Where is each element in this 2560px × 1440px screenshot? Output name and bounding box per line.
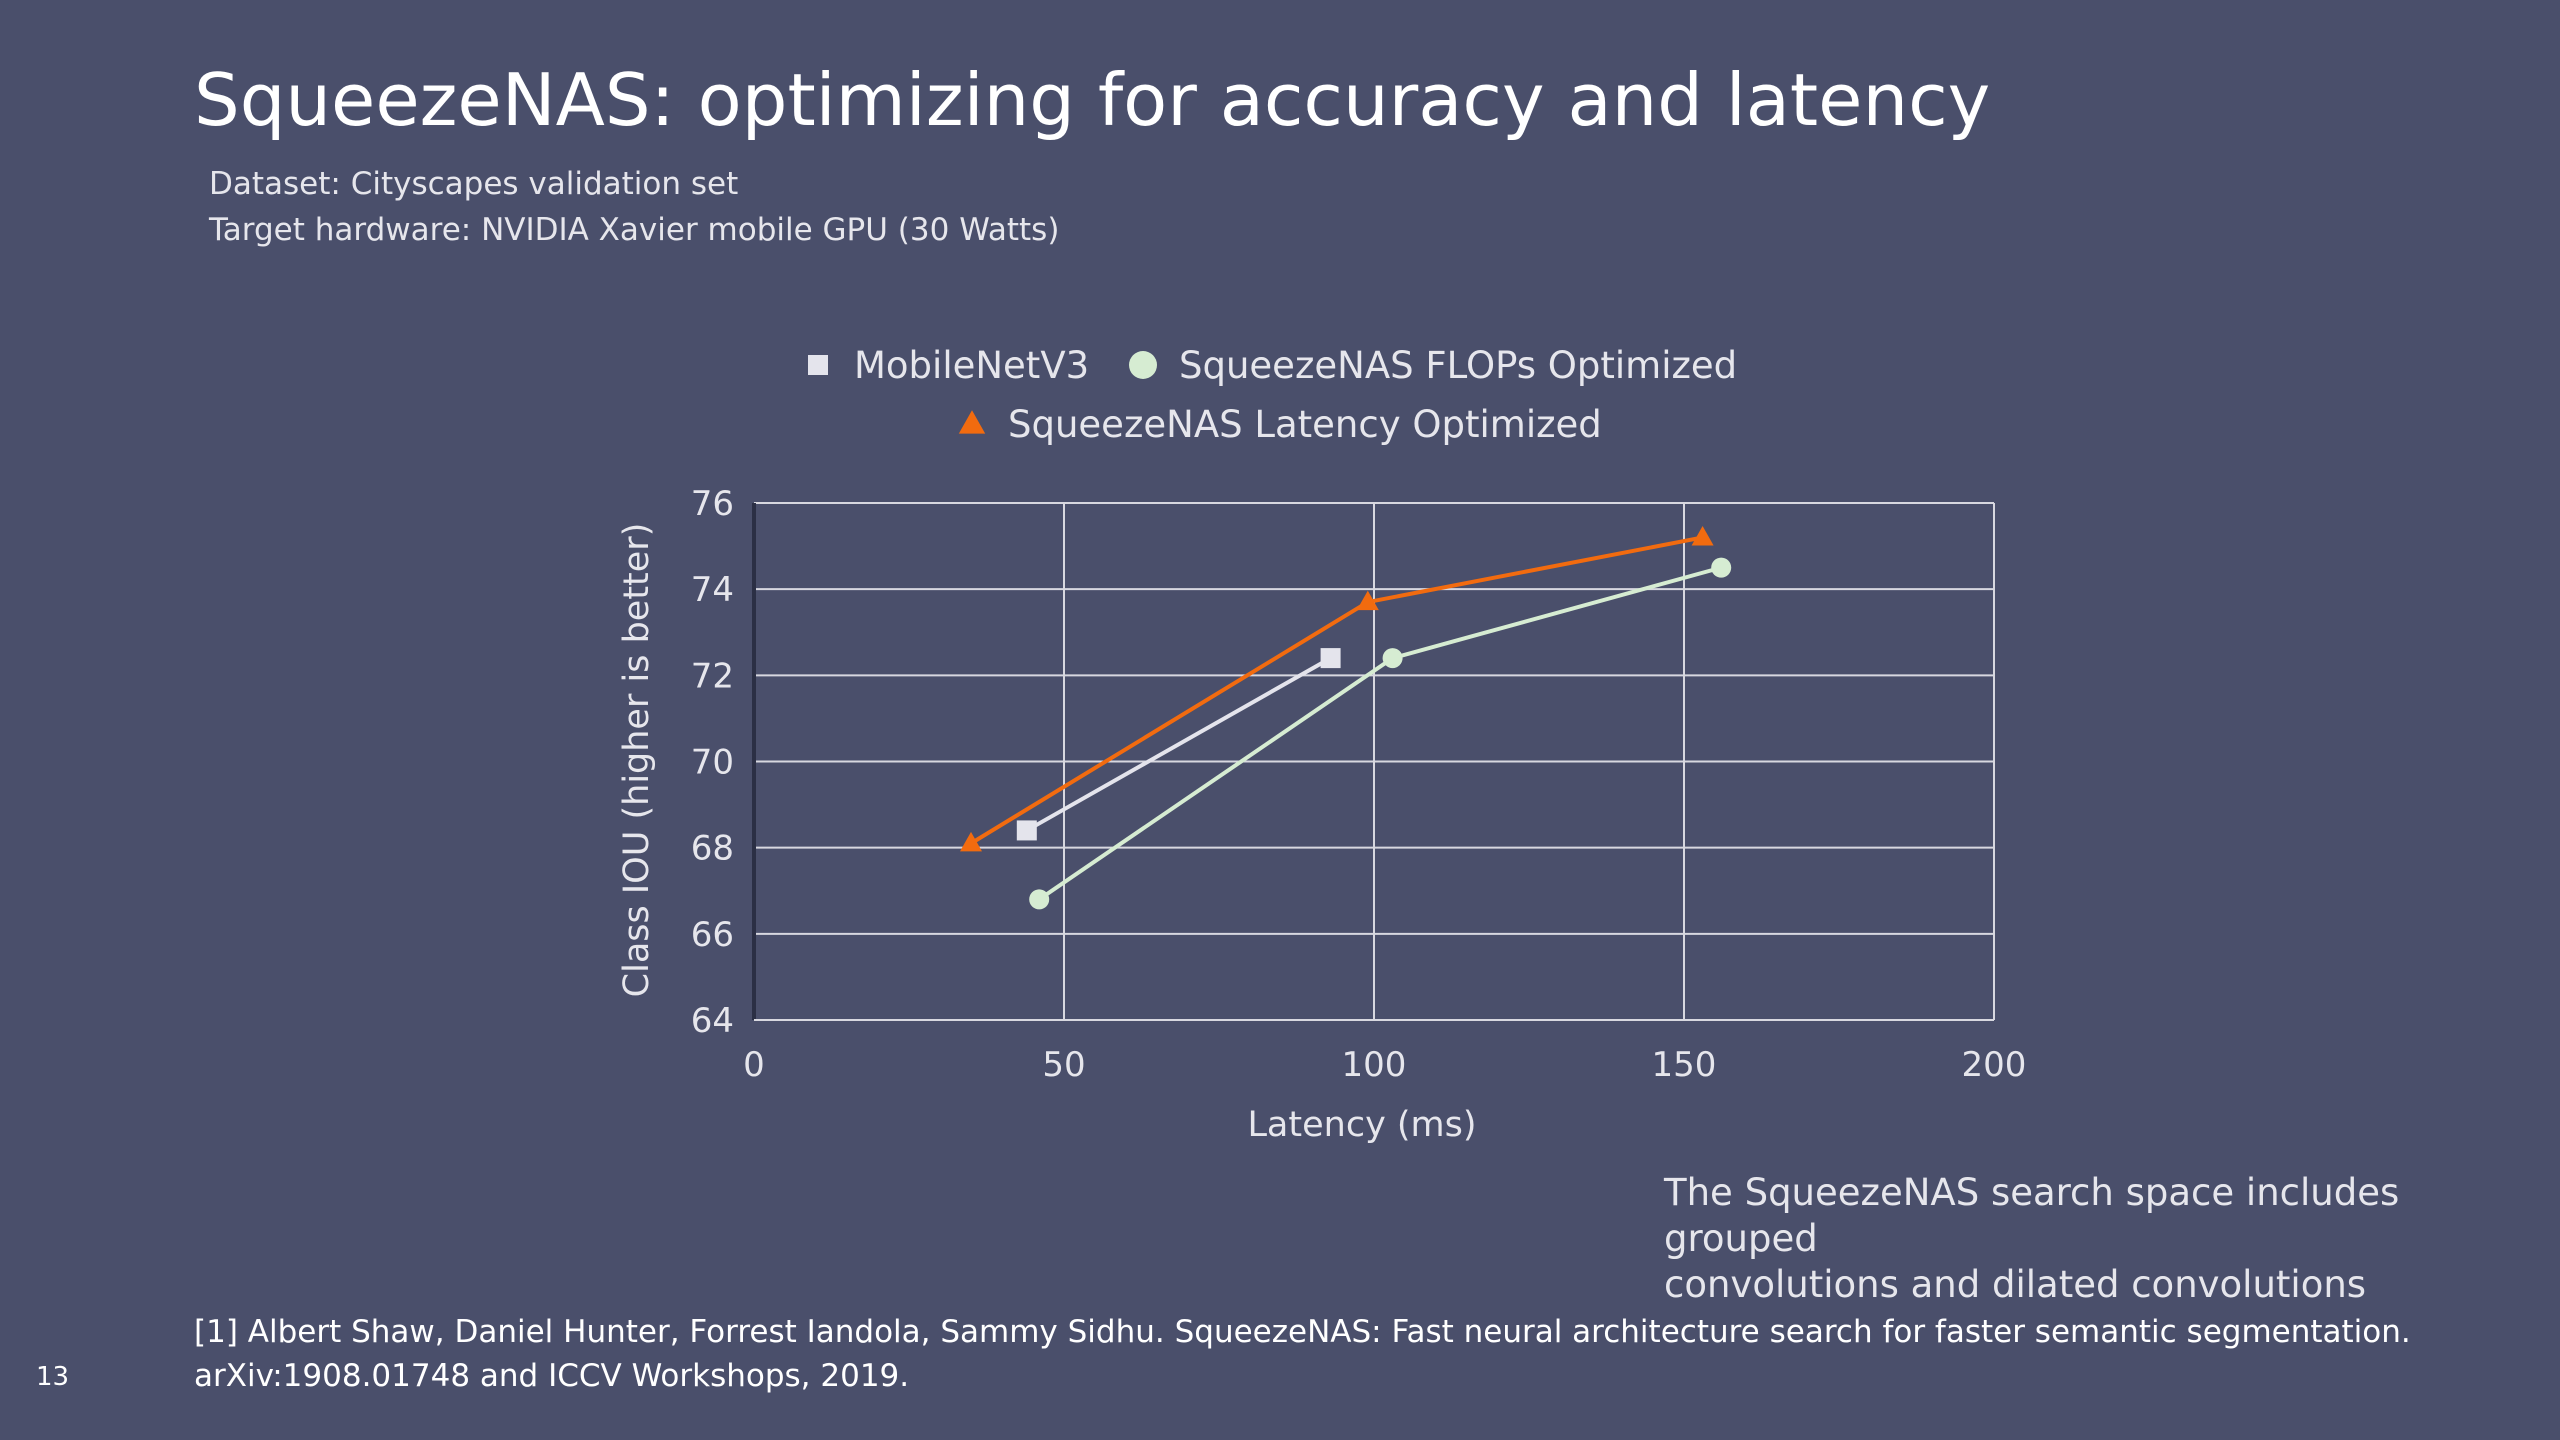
legend-marker [808, 355, 828, 375]
x-tick-label: 0 [743, 1045, 765, 1085]
y-tick-label: 64 [691, 1001, 734, 1041]
hardware-subtitle: Target hardware: NVIDIA Xavier mobile GP… [209, 212, 1060, 248]
data-point [1382, 648, 1403, 669]
page-number: 13 [36, 1362, 70, 1392]
y-tick-label: 74 [691, 570, 734, 610]
legend-label: SqueezeNAS Latency Optimized [1008, 403, 1602, 446]
chart-legend: MobileNetV3 SqueezeNAS FLOPs Optimized Squ… [808, 344, 1737, 446]
slide-title: SqueezeNAS: optimizing for accuracy and … [194, 58, 1991, 142]
chart-ticks: 64 66 68 70 72 74 76 0 50 100 150 200 [691, 484, 2027, 1085]
y-tick-label: 66 [691, 915, 734, 955]
note-line-1: The SqueezeNAS search space includes gro… [1664, 1171, 2400, 1260]
x-axis-label: Latency (ms) [1247, 1105, 1476, 1145]
x-tick-label: 50 [1042, 1045, 1085, 1085]
chart-grid [752, 502, 1995, 1021]
legend-marker [1129, 351, 1157, 379]
legend-label: MobileNetV3 [854, 344, 1089, 387]
reference-line-2: arXiv:1908.01748 and ICCV Workshops, 201… [194, 1358, 910, 1394]
legend-marker [958, 410, 986, 434]
x-tick-label: 200 [1962, 1045, 2027, 1085]
y-tick-label: 76 [691, 484, 734, 524]
reference-citation: [1] Albert Shaw, Daniel Hunter, Forrest … [194, 1310, 2494, 1398]
legend-label: SqueezeNAS FLOPs Optimized [1179, 344, 1737, 387]
search-space-note: The SqueezeNAS search space includes gro… [1664, 1170, 2524, 1308]
x-tick-label: 150 [1652, 1045, 1717, 1085]
dataset-subtitle: Dataset: Cityscapes validation set [209, 166, 739, 202]
data-point [1711, 557, 1732, 578]
series-line [969, 535, 1703, 846]
data-point [1691, 525, 1714, 546]
series-line [1025, 656, 1332, 833]
chart-series [960, 525, 1732, 910]
series-line [1038, 565, 1722, 902]
data-point [960, 831, 982, 852]
y-axis-label: Class IOU (higher is better) [617, 523, 657, 998]
data-point [1320, 648, 1341, 669]
x-tick-label: 100 [1342, 1045, 1407, 1085]
note-line-2: convolutions and dilated convolutions [1664, 1263, 2367, 1306]
data-point [1016, 820, 1037, 841]
y-tick-label: 68 [691, 829, 734, 869]
data-point [1029, 889, 1050, 910]
data-point [1356, 590, 1379, 611]
y-tick-label: 70 [691, 743, 734, 783]
y-tick-label: 72 [691, 656, 734, 696]
reference-line-1: [1] Albert Shaw, Daniel Hunter, Forrest … [194, 1314, 2411, 1350]
